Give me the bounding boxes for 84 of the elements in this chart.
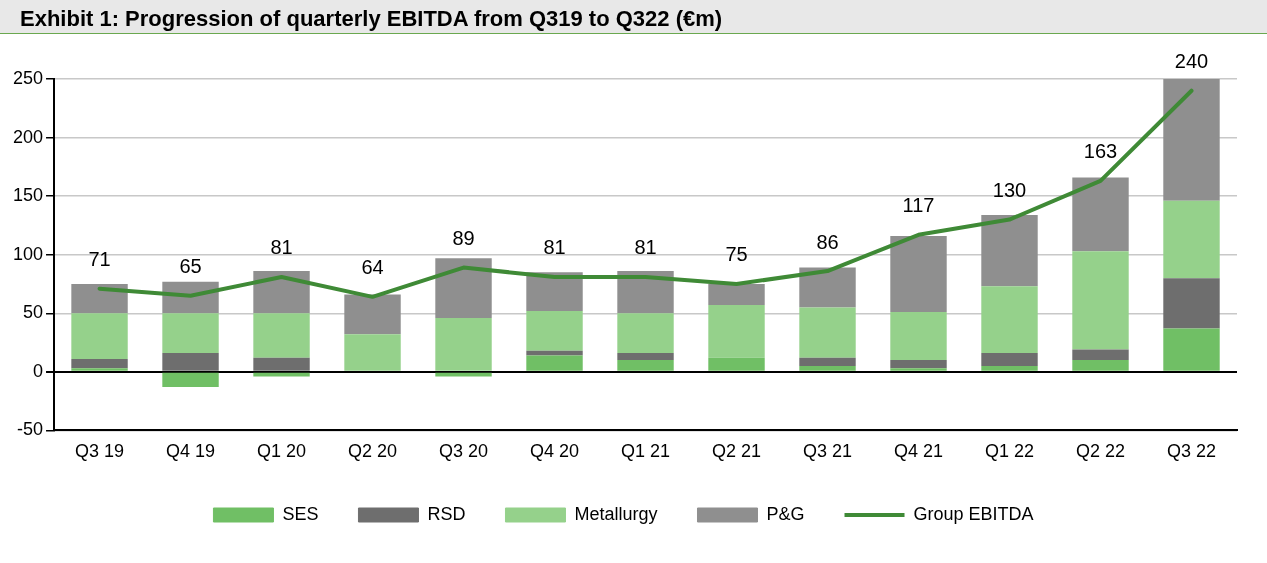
bar — [435, 372, 492, 377]
legend-label: RSD — [427, 503, 466, 524]
x-tick-label: Q4 21 — [893, 441, 944, 462]
x-tick-label: Q2 20 — [348, 441, 398, 462]
x-tick-label: Q2 21 — [711, 441, 762, 462]
bar — [344, 294, 401, 335]
data-label: 71 — [88, 248, 111, 271]
bar — [1163, 278, 1220, 329]
x-tick-label: Q3 22 — [1166, 441, 1217, 462]
bar — [1072, 349, 1129, 361]
legend-label: Group EBITDA — [913, 503, 1034, 524]
data-label: 130 — [992, 179, 1027, 202]
bar — [708, 357, 765, 371]
data-label: 65 — [179, 255, 202, 278]
bar — [253, 313, 310, 358]
data-label: 81 — [270, 236, 293, 259]
bar — [1163, 79, 1220, 201]
x-tick-label: Q3 20 — [439, 441, 489, 462]
bar — [526, 355, 583, 371]
bar — [253, 372, 310, 377]
data-label: 89 — [452, 227, 475, 250]
bar — [435, 317, 492, 371]
bar — [890, 312, 947, 361]
bar — [162, 313, 219, 354]
bar — [617, 313, 674, 354]
bar — [890, 235, 947, 313]
bar — [799, 365, 856, 371]
bar — [253, 357, 310, 371]
bar — [799, 357, 856, 366]
bar — [799, 307, 856, 358]
bar — [71, 283, 128, 314]
bar — [708, 305, 765, 358]
x-tick-label: Q2 22 — [1075, 441, 1126, 462]
y-tick-label: -50 — [17, 419, 44, 440]
data-label: 117 — [902, 194, 935, 217]
x-tick-label: Q4 20 — [530, 441, 580, 462]
legend-label: SES — [282, 503, 319, 524]
y-tick-label: 250 — [12, 67, 44, 88]
bar — [981, 353, 1038, 366]
data-label: 86 — [816, 230, 839, 253]
y-tick-label: 50 — [23, 302, 44, 323]
bar — [526, 310, 583, 351]
bar — [799, 267, 856, 308]
bar — [435, 258, 492, 318]
bar — [708, 283, 765, 306]
bar — [253, 271, 310, 314]
x-tick-label: Q1 21 — [620, 441, 671, 462]
bar — [890, 368, 947, 371]
bar — [617, 360, 674, 371]
bar — [1072, 177, 1129, 252]
bar — [1163, 328, 1220, 371]
bar — [162, 372, 219, 388]
chart-title: Exhibit 1: Progression of quarterly EBITDA from Q319 to Q322 (€m) — [0, 0, 1267, 34]
x-tick-label: Q1 20 — [257, 441, 307, 462]
x-tick-label: Q4 19 — [166, 441, 216, 462]
bar — [981, 214, 1038, 287]
bar — [1163, 200, 1220, 279]
y-tick-label: 200 — [12, 126, 44, 147]
data-label: 163 — [1083, 140, 1118, 163]
data-label: 240 — [1174, 50, 1209, 73]
bar — [617, 271, 674, 314]
bar — [1072, 360, 1129, 371]
bar — [162, 353, 219, 371]
data-label: 81 — [634, 236, 657, 259]
bar — [981, 286, 1038, 354]
y-tick-label: 0 — [33, 360, 44, 381]
x-tick-label: Q1 22 — [984, 441, 1035, 462]
data-label: 75 — [725, 243, 748, 266]
y-tick-label: 100 — [12, 243, 44, 264]
bar — [71, 368, 128, 371]
x-tick-label: Q3 21 — [802, 441, 853, 462]
data-label: 81 — [543, 236, 566, 259]
bar — [71, 313, 128, 359]
bar — [890, 360, 947, 369]
data-label: 64 — [361, 256, 384, 279]
legend-label: P&G — [766, 503, 805, 524]
x-tick-label: Q3 19 — [75, 441, 125, 462]
legend-label: Metallurgy — [574, 503, 658, 524]
bar — [1072, 251, 1129, 350]
bar — [71, 358, 128, 369]
bar — [344, 334, 401, 371]
bar — [981, 365, 1038, 371]
y-tick-label: 150 — [12, 185, 44, 206]
bar — [617, 353, 674, 361]
